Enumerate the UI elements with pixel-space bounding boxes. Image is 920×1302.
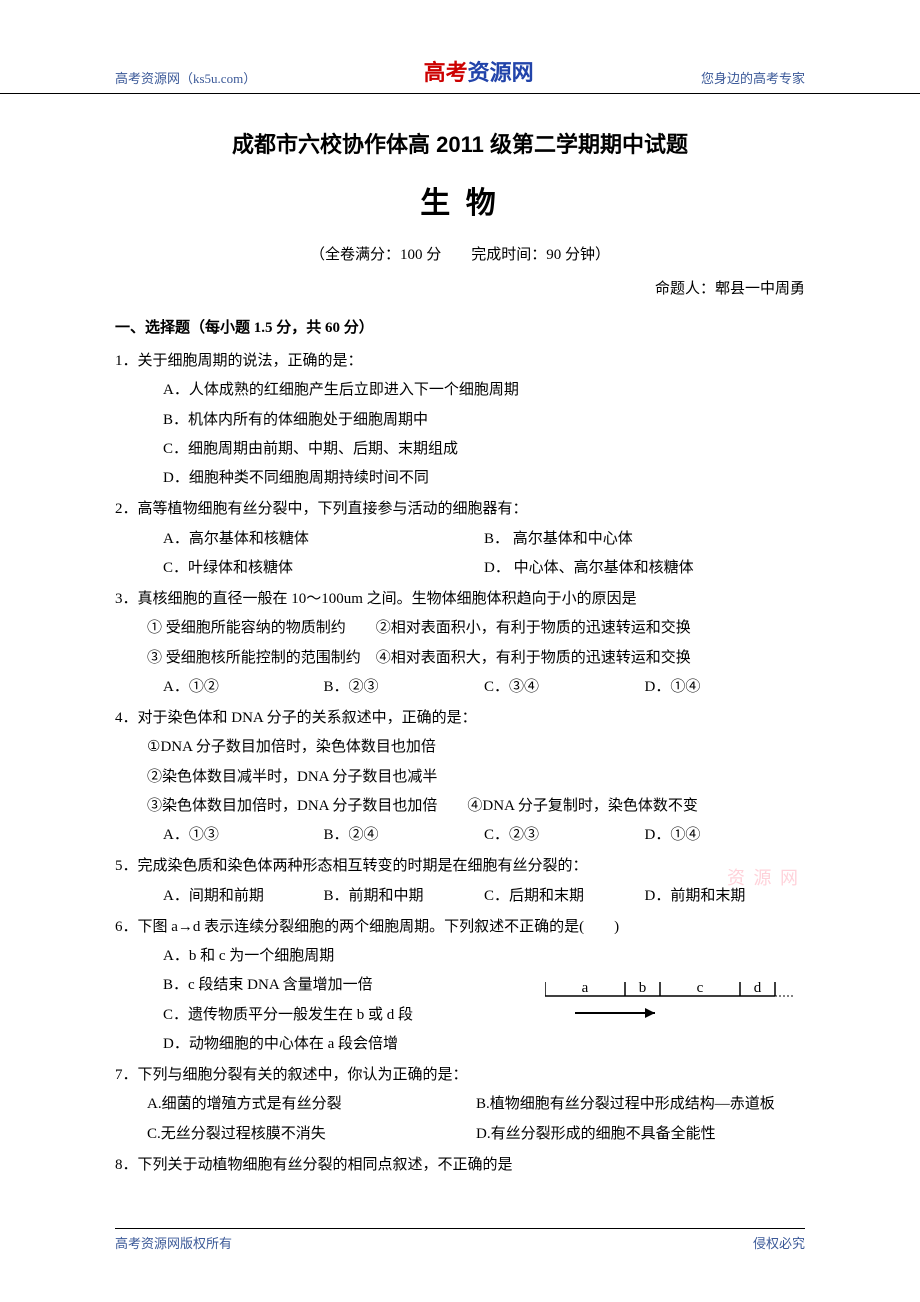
svg-text:d: d — [754, 980, 762, 996]
exam-meta: （全卷满分：100 分 完成时间：90 分钟） — [115, 241, 805, 270]
q5-opt-a: A．间期和前期 — [163, 882, 324, 911]
q3-stmt2: ③ 受细胞核所能控制的范围制约 ④相对表面积大，有利于物质的迅速转运和交换 — [115, 644, 805, 673]
q5-opt-b: B．前期和中期 — [324, 882, 485, 911]
q4-stem: 4．对于染色体和 DNA 分子的关系叙述中，正确的是： — [115, 704, 805, 733]
q2-row1: A．高尔基体和核糖体 B． 高尔基体和中心体 — [115, 525, 805, 554]
q6-opt-a: A．b 和 c 为一个细胞周期 — [115, 942, 805, 971]
watermark: 资 源 网 — [727, 864, 800, 890]
logo-red: 高考 — [424, 60, 468, 85]
q5-opt-c: C．后期和末期 — [484, 882, 645, 911]
q3-opt-d: D．①④ — [645, 673, 806, 702]
question-5: 5．完成染色质和染色体两种形态相互转变的时期是在细胞有丝分裂的： A．间期和前期… — [115, 852, 805, 911]
question-6: 6．下图 a→d 表示连续分裂细胞的两个细胞周期。下列叙述不正确的是( ) A．… — [115, 913, 805, 1059]
q3-opt-b: B．②③ — [324, 673, 485, 702]
page-header: 高考资源网（ks5u.com） 高考资源网 您身边的高考专家 — [0, 0, 920, 94]
q4-options: A．①③ B．②④ C．②③ D．①④ — [115, 821, 805, 850]
q3-stmt1: ① 受细胞所能容纳的物质制约 ②相对表面积小，有利于物质的迅速转运和交换 — [115, 614, 805, 643]
logo-blue: 资源网 — [468, 60, 534, 85]
q8-stem: 8．下列关于动植物细胞有丝分裂的相同点叙述，不正确的是 — [115, 1151, 805, 1180]
q7-opt-b: B.植物细胞有丝分裂过程中形成结构—赤道板 — [476, 1090, 805, 1119]
svg-text:a: a — [582, 980, 589, 996]
header-logo: 高考资源网 — [424, 55, 534, 87]
q2-opt-b: B． 高尔基体和中心体 — [484, 525, 805, 554]
q6-opt-d: D．动物细胞的中心体在 a 段会倍增 — [115, 1030, 805, 1059]
q4-opt-b: B．②④ — [324, 821, 485, 850]
q1-opt-b: B．机体内所有的体细胞处于细胞周期中 — [115, 406, 805, 435]
q7-options: A.细菌的增殖方式是有丝分裂 B.植物细胞有丝分裂过程中形成结构—赤道板 C.无… — [115, 1090, 805, 1149]
footer-right: 侵权必究 — [753, 1233, 805, 1252]
q3-opt-c: C．③④ — [484, 673, 645, 702]
q4-opt-a: A．①③ — [163, 821, 324, 850]
q4-stmt1: ①DNA 分子数目加倍时，染色体数目也加倍 — [115, 733, 805, 762]
q4-stmt2: ②染色体数目减半时，DNA 分子数目也减半 — [115, 763, 805, 792]
q1-opt-a: A．人体成熟的红细胞产生后立即进入下一个细胞周期 — [115, 376, 805, 405]
q7-opt-a: A.细菌的增殖方式是有丝分裂 — [147, 1090, 476, 1119]
svg-text:c: c — [697, 980, 704, 996]
q6-timeline-diagram: a b c d — [545, 971, 795, 1026]
question-8: 8．下列关于动植物细胞有丝分裂的相同点叙述，不正确的是 — [115, 1151, 805, 1180]
q7-stem: 7．下列与细胞分裂有关的叙述中，你认为正确的是： — [115, 1061, 805, 1090]
section-title: 一、选择题（每小题 1.5 分，共 60 分） — [115, 314, 805, 343]
svg-text:b: b — [639, 980, 647, 996]
q2-row2: C．叶绿体和核糖体 D． 中心体、高尔基体和核糖体 — [115, 554, 805, 583]
question-1: 1．关于细胞周期的说法，正确的是： A．人体成熟的红细胞产生后立即进入下一个细胞… — [115, 347, 805, 493]
q2-stem: 2．高等植物细胞有丝分裂中，下列直接参与活动的细胞器有： — [115, 495, 805, 524]
question-2: 2．高等植物细胞有丝分裂中，下列直接参与活动的细胞器有： A．高尔基体和核糖体 … — [115, 495, 805, 583]
q4-opt-d: D．①④ — [645, 821, 806, 850]
q2-opt-c: C．叶绿体和核糖体 — [163, 554, 484, 583]
exam-title: 成都市六校协作体高 2011 级第二学期期中试题 — [115, 124, 805, 167]
question-4: 4．对于染色体和 DNA 分子的关系叙述中，正确的是： ①DNA 分子数目加倍时… — [115, 704, 805, 850]
q3-opt-a: A．①② — [163, 673, 324, 702]
q4-opt-c: C．②③ — [484, 821, 645, 850]
q5-stem: 5．完成染色质和染色体两种形态相互转变的时期是在细胞有丝分裂的： — [115, 852, 805, 881]
page-footer: 高考资源网版权所有 侵权必究 — [115, 1228, 805, 1252]
q1-stem: 1．关于细胞周期的说法，正确的是： — [115, 347, 805, 376]
q1-opt-d: D．细胞种类不同细胞周期持续时间不同 — [115, 464, 805, 493]
q3-stem: 3．真核细胞的直径一般在 10～100um 之间。生物体细胞体积趋向于小的原因是 — [115, 585, 805, 614]
header-right: 您身边的高考专家 — [701, 68, 805, 87]
q4-stmt3: ③染色体数目加倍时，DNA 分子数目也加倍 ④DNA 分子复制时，染色体数不变 — [115, 792, 805, 821]
q5-options: A．间期和前期 B．前期和中期 C．后期和末期 D．前期和末期 — [115, 882, 805, 911]
q7-opt-c: C.无丝分裂过程核膜不消失 — [147, 1120, 476, 1149]
header-left: 高考资源网（ks5u.com） — [115, 68, 256, 87]
q1-opt-c: C．细胞周期由前期、中期、后期、末期组成 — [115, 435, 805, 464]
subject-title: 生 物 — [115, 175, 805, 234]
q3-options: A．①② B．②③ C．③④ D．①④ — [115, 673, 805, 702]
question-7: 7．下列与细胞分裂有关的叙述中，你认为正确的是： A.细菌的增殖方式是有丝分裂 … — [115, 1061, 805, 1149]
exam-author: 命题人：郫县一中周勇 — [115, 275, 805, 304]
q7-opt-d: D.有丝分裂形成的细胞不具备全能性 — [476, 1120, 805, 1149]
q2-opt-d: D． 中心体、高尔基体和核糖体 — [484, 554, 805, 583]
document-body: 成都市六校协作体高 2011 级第二学期期中试题 生 物 （全卷满分：100 分… — [0, 94, 920, 1180]
q2-opt-a: A．高尔基体和核糖体 — [163, 525, 484, 554]
q6-stem: 6．下图 a→d 表示连续分裂细胞的两个细胞周期。下列叙述不正确的是( ) — [115, 913, 805, 942]
footer-left: 高考资源网版权所有 — [115, 1233, 232, 1252]
question-3: 3．真核细胞的直径一般在 10～100um 之间。生物体细胞体积趋向于小的原因是… — [115, 585, 805, 702]
